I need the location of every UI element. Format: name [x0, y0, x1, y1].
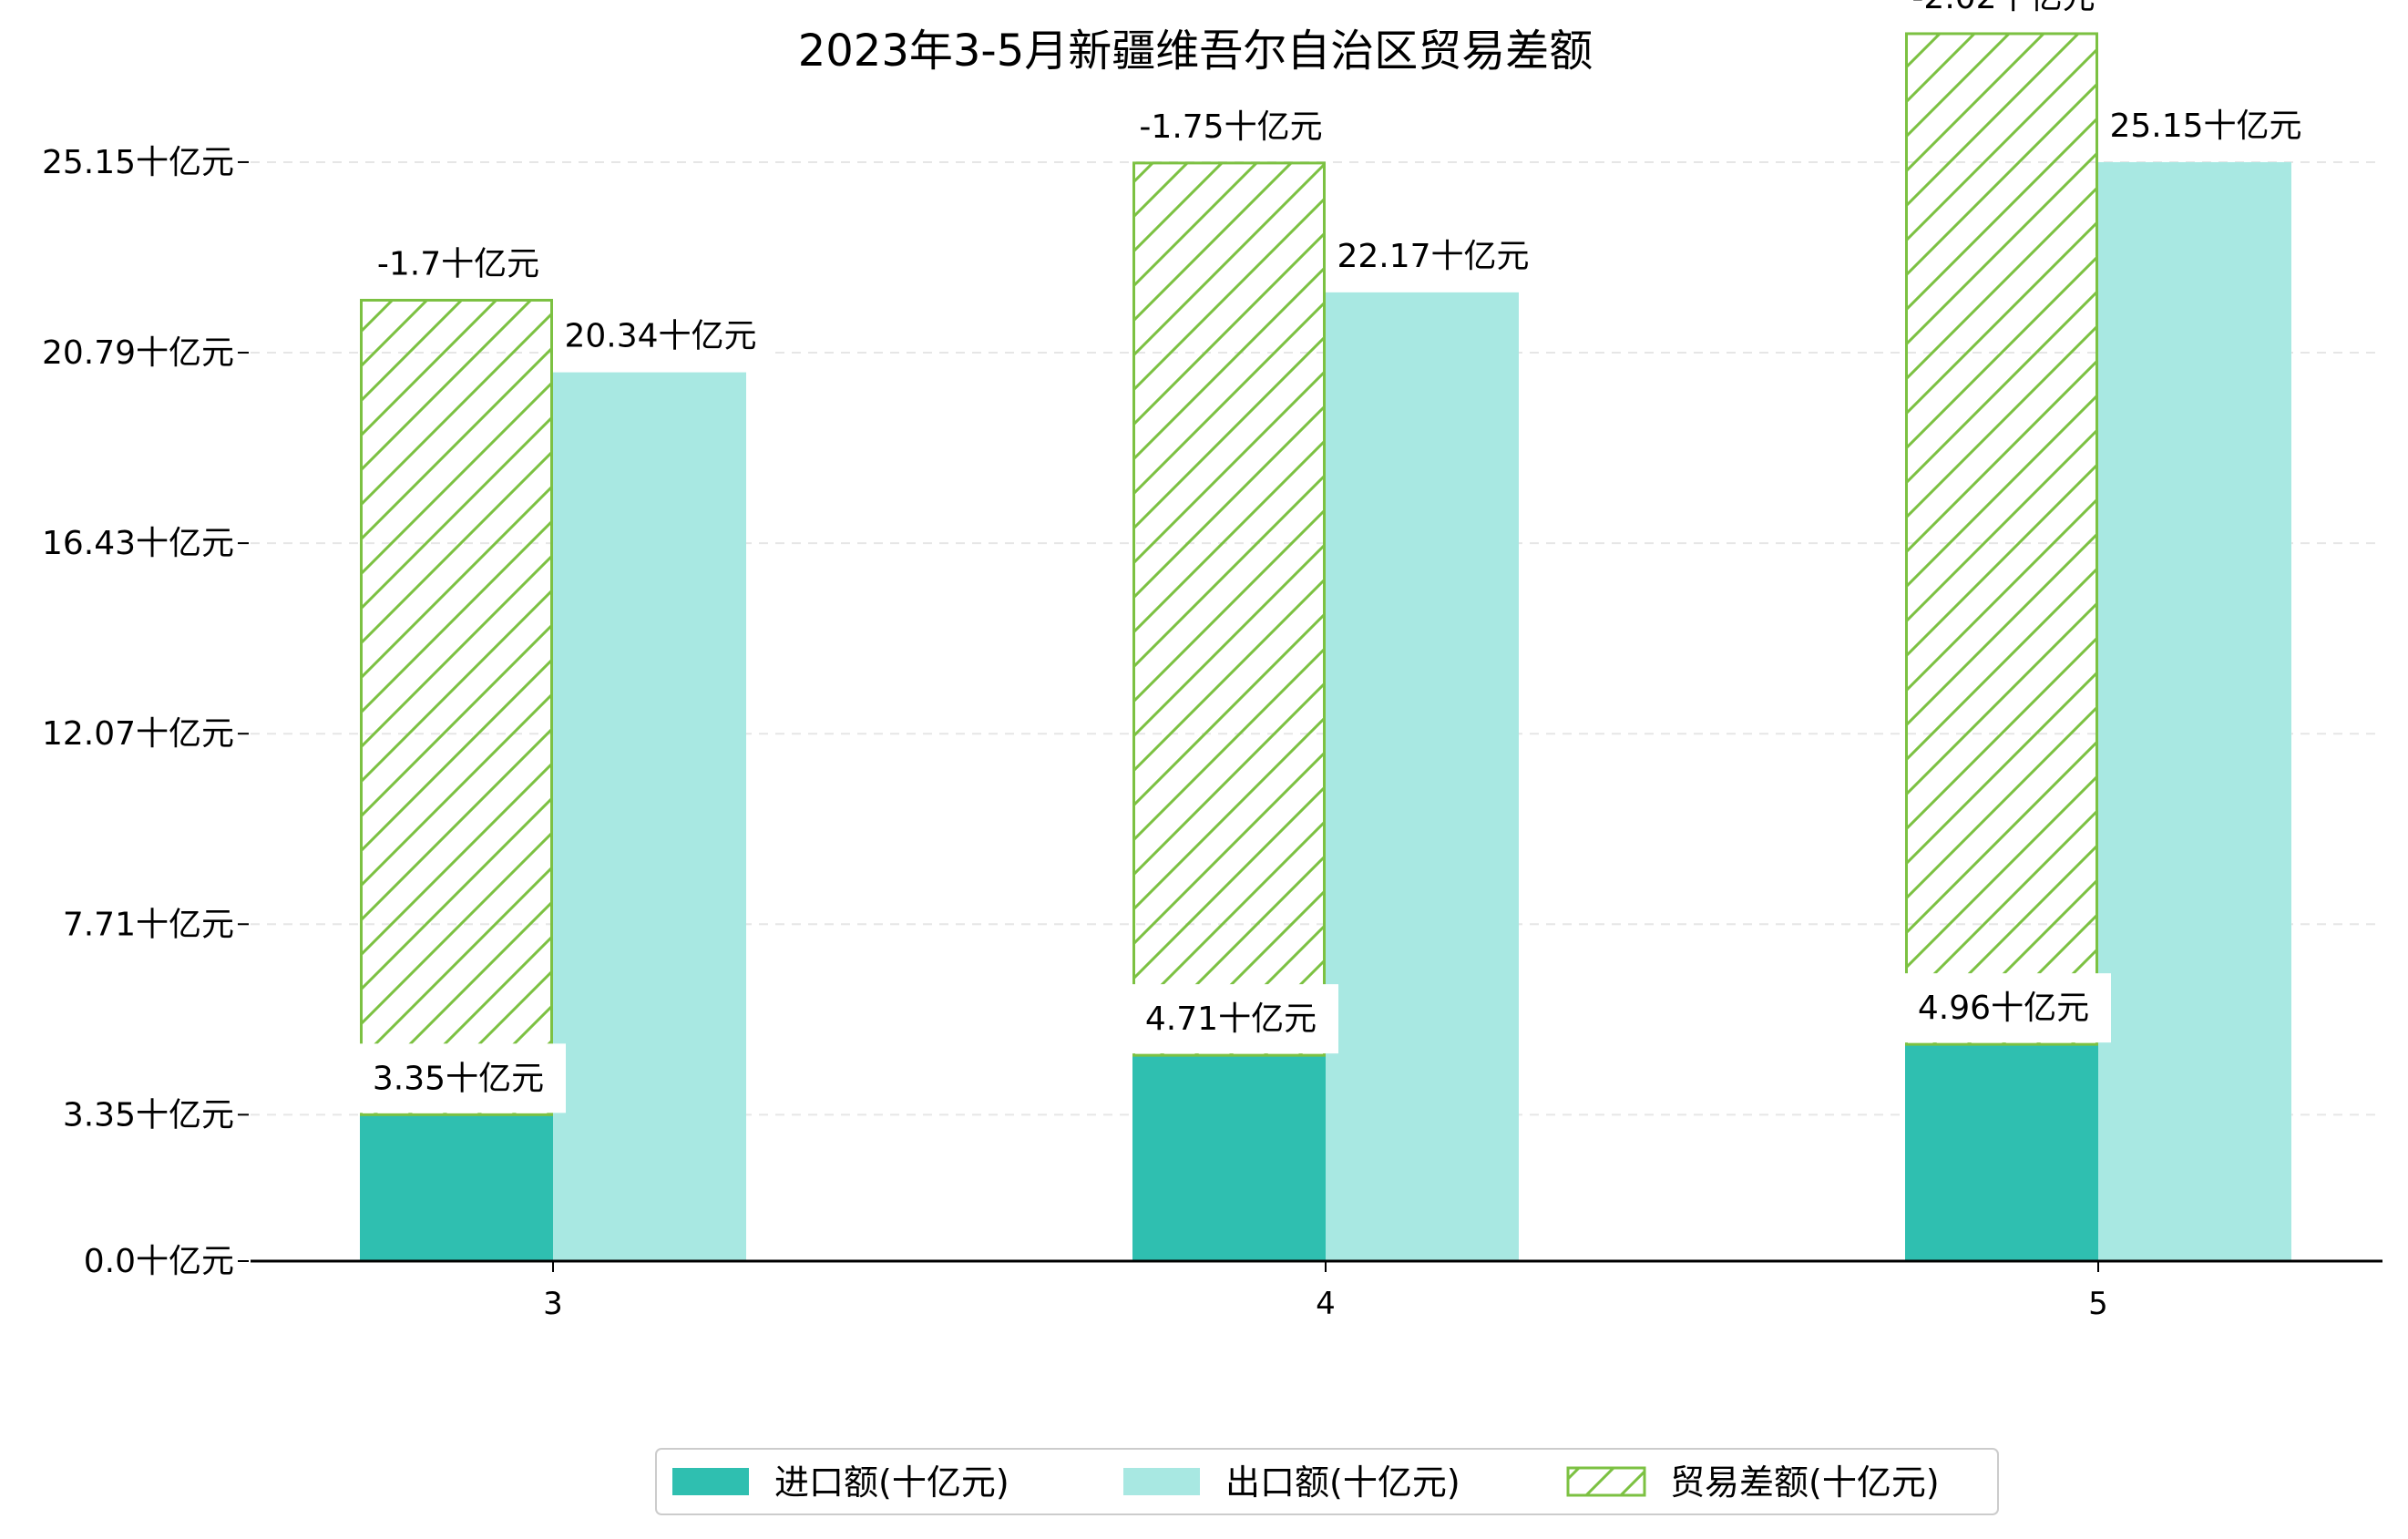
x-tick-label: 4 [1316, 1286, 1336, 1322]
trade-balance-bar [1132, 161, 1326, 1057]
import-bar [360, 1114, 553, 1261]
import-bar [1905, 1044, 2098, 1261]
axes: 0.0十亿元 3.35十亿元 7.71十亿元 12.07十亿元 16.43十亿元 20.7… [42, 144, 2382, 1322]
y-tick-label: 12.07十亿元 [42, 715, 234, 753]
export-bar [2098, 161, 2291, 1262]
data-label-box [2098, 90, 2313, 160]
trade-balance-bar [360, 298, 553, 1116]
data-label-box [1123, 91, 1338, 161]
data-label: 25.15十亿元 [2109, 108, 2301, 145]
legend-label: 进口额(十亿元) [774, 1462, 1009, 1503]
data-label-box [351, 229, 566, 299]
legend-swatch-import [672, 1468, 749, 1495]
trade-balance-bar [1905, 32, 2098, 1046]
bars [360, 32, 2291, 1262]
legend-box [655, 1448, 1999, 1515]
y-tick-label: 20.79十亿元 [42, 334, 234, 372]
data-label: 4.71十亿元 [1145, 1000, 1317, 1038]
data-label: 20.34十亿元 [564, 318, 756, 355]
x-tick-label: 3 [543, 1286, 563, 1322]
y-tick-label: 16.43十亿元 [42, 525, 234, 562]
y-tick-label: 3.35十亿元 [63, 1096, 234, 1134]
legend: 进口额(十亿元) 出口额(十亿元) 贸易差额(十亿元) [655, 1448, 1999, 1515]
data-label: -1.7十亿元 [377, 245, 539, 282]
data-label-box [1123, 984, 1338, 1054]
x-tick-label: 5 [2088, 1286, 2108, 1322]
data-label-box [1896, 0, 2111, 32]
data-label: -1.75十亿元 [1139, 108, 1322, 146]
y-tick-label: 0.0十亿元 [84, 1243, 234, 1280]
data-label-box [1326, 221, 1541, 291]
import-bar [1132, 1055, 1326, 1261]
y-tick-label: 25.15十亿元 [42, 144, 234, 181]
export-bar [553, 372, 746, 1261]
legend-label: 出口额(十亿元) [1225, 1462, 1460, 1503]
chart-title: 2023年3-5月新疆维吾尔自治区贸易差额 [798, 26, 1593, 77]
data-label-box [553, 301, 768, 371]
data-label-box [351, 1043, 566, 1113]
data-label: -2.02十亿元 [1911, 0, 2095, 16]
data-label: 4.96十亿元 [1918, 990, 2089, 1027]
data-label: 3.35十亿元 [373, 1060, 544, 1097]
legend-swatch-trade-balance [1566, 1466, 1646, 1497]
data-label-box [1896, 973, 2111, 1043]
data-label: 22.17十亿元 [1337, 238, 1529, 275]
export-bar [1326, 292, 1519, 1262]
legend-label: 贸易差额(十亿元) [1670, 1462, 1940, 1503]
data-labels: 3.35十亿元 20.34十亿元 -1.7十亿元 4.71十亿元 22.17十亿元 -1.… [351, 0, 2313, 1113]
legend-swatch-export [1123, 1468, 1200, 1495]
y-tick-label: 7.71十亿元 [63, 906, 234, 943]
